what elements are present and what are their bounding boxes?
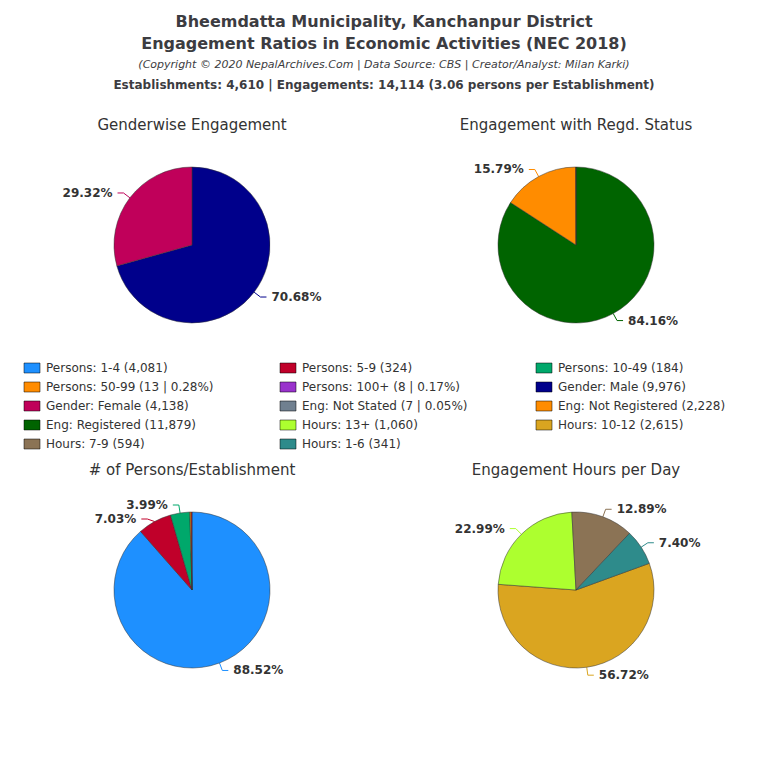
svg-text:Persons: 5-9 (324): Persons: 5-9 (324) <box>302 361 412 375</box>
svg-text:7.03%: 7.03% <box>95 512 137 526</box>
svg-text:Eng: Not Stated (7 | 0.05%): Eng: Not Stated (7 | 0.05%) <box>302 399 468 413</box>
svg-text:Hours: 7-9 (594): Hours: 7-9 (594) <box>46 437 145 451</box>
svg-text:15.79%: 15.79% <box>474 162 524 176</box>
svg-text:Persons: 1-4 (4,081): Persons: 1-4 (4,081) <box>46 361 168 375</box>
svg-text:29.32%: 29.32% <box>63 186 113 200</box>
svg-text:# of Persons/Establishment: # of Persons/Establishment <box>89 461 296 479</box>
svg-text:Eng: Not Registered (2,228): Eng: Not Registered (2,228) <box>558 399 725 413</box>
svg-text:Gender: Male (9,976): Gender: Male (9,976) <box>558 380 686 394</box>
svg-text:84.16%: 84.16% <box>628 314 678 328</box>
svg-text:12.89%: 12.89% <box>617 502 667 516</box>
svg-text:Engagement with Regd. Status: Engagement with Regd. Status <box>460 116 693 134</box>
svg-text:Hours: 1-6 (341): Hours: 1-6 (341) <box>302 437 401 451</box>
svg-text:3.99%: 3.99% <box>126 498 168 512</box>
svg-text:Genderwise Engagement: Genderwise Engagement <box>97 116 286 134</box>
svg-text:Hours: 13+ (1,060): Hours: 13+ (1,060) <box>302 418 418 432</box>
svg-text:70.68%: 70.68% <box>271 290 321 304</box>
svg-text:Engagement Ratios in Economic: Engagement Ratios in Economic Activities… <box>141 34 627 53</box>
svg-text:Eng: Registered (11,879): Eng: Registered (11,879) <box>46 418 196 432</box>
svg-text:56.72%: 56.72% <box>599 668 649 682</box>
svg-text:Gender: Female (4,138): Gender: Female (4,138) <box>46 399 189 413</box>
svg-text:Persons: 100+ (8 | 0.17%): Persons: 100+ (8 | 0.17%) <box>302 380 460 394</box>
svg-text:(Copyright © 2020 NepalArchive: (Copyright © 2020 NepalArchives.Com | Da… <box>138 58 629 71</box>
svg-text:Bheemdatta Municipality, Kanch: Bheemdatta Municipality, Kanchanpur Dist… <box>175 12 592 31</box>
svg-text:Persons: 50-99 (13 | 0.28%): Persons: 50-99 (13 | 0.28%) <box>46 380 214 394</box>
svg-text:Persons: 10-49 (184): Persons: 10-49 (184) <box>558 361 683 375</box>
svg-text:Establishments: 4,610 | Engage: Establishments: 4,610 | Engagements: 14,… <box>113 78 654 92</box>
svg-text:Hours: 10-12 (2,615): Hours: 10-12 (2,615) <box>558 418 683 432</box>
svg-text:7.40%: 7.40% <box>659 536 701 550</box>
svg-text:22.99%: 22.99% <box>455 522 505 536</box>
svg-text:88.52%: 88.52% <box>233 663 283 677</box>
svg-text:Engagement Hours per Day: Engagement Hours per Day <box>472 461 681 479</box>
